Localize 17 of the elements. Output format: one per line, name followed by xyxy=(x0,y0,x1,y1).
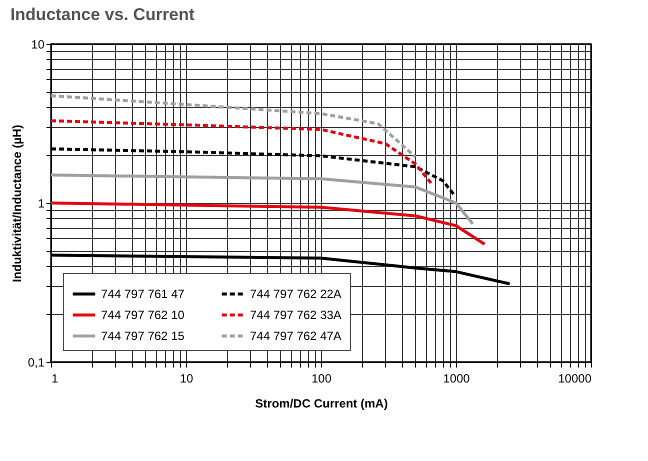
legend-label: 744 797 762 15 xyxy=(101,329,185,343)
x-tick-label: 1000 xyxy=(443,372,470,386)
x-tick-label: 100 xyxy=(311,372,332,386)
y-axis-title: Induktivität/Inductance (µH) xyxy=(10,124,24,282)
x-tick-label: 10000 xyxy=(558,372,592,386)
legend-label: 744 797 761 47 xyxy=(101,287,185,301)
x-tick-label: 10 xyxy=(180,372,194,386)
y-tick-label: 1 xyxy=(38,196,45,210)
x-axis-title: Strom/DC Current (mA) xyxy=(255,396,388,410)
y-tick-label: 0,1 xyxy=(28,356,45,370)
legend-label: 744 797 762 22A xyxy=(250,287,342,301)
legend-label: 744 797 762 47A xyxy=(250,329,342,343)
chart-title: Inductance vs. Current xyxy=(10,5,195,24)
x-tick-label: 1 xyxy=(52,372,58,386)
legend-label: 744 797 762 33A xyxy=(250,308,342,322)
y-tick-label: 10 xyxy=(31,38,45,52)
legend-label: 744 797 762 10 xyxy=(101,308,185,322)
